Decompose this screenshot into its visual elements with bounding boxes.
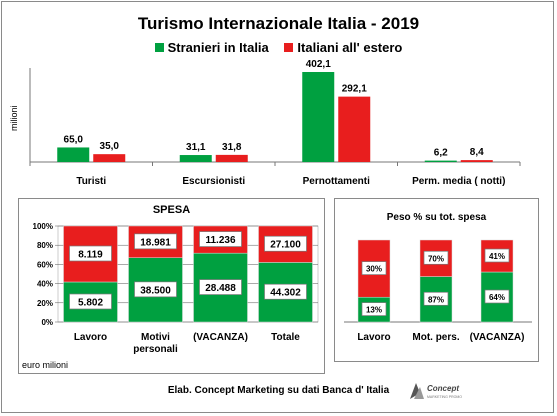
x-tick-label: Perm. media ( notti) — [412, 176, 505, 187]
data-label-box — [134, 281, 177, 298]
y-tick-label: 40% — [37, 280, 53, 289]
peso-title: Peso % su tot. spesa — [386, 212, 487, 223]
data-label: 5.802 — [78, 297, 103, 308]
data-label: 13% — [366, 306, 382, 315]
svg-text:MARKETING PROMOTIONS: MARKETING PROMOTIONS — [427, 395, 462, 399]
data-label-box — [69, 245, 112, 262]
bar — [57, 147, 90, 162]
data-label: 8.119 — [78, 249, 103, 260]
data-label: 8,4 — [470, 147, 484, 158]
x-tick-label: Escursionisti — [182, 176, 245, 187]
svg-text:Concept: Concept — [427, 384, 459, 393]
y-tick-label: 60% — [37, 260, 53, 269]
legend-swatch-red — [284, 43, 294, 52]
data-label-box — [199, 231, 242, 247]
data-label-box — [484, 248, 510, 263]
page-title: Turismo Internazionale Italia - 2019 — [137, 14, 420, 33]
data-label: 28.488 — [205, 283, 236, 294]
data-label: 292,1 — [342, 84, 367, 95]
y-tick-label: 20% — [37, 299, 53, 308]
bar — [338, 96, 371, 162]
legend-swatch-green — [154, 43, 164, 52]
data-label: 87% — [428, 295, 444, 304]
data-label: 38.500 — [140, 285, 171, 296]
spesa-stacked-chart: 0% 20% 40% 60% 80% 100% 5.802 8.119 Lavoro 38.500… — [22, 222, 319, 370]
x-tick-label: Totale — [271, 332, 300, 343]
spesa-title: SPESA — [152, 204, 191, 216]
data-label: 31,1 — [186, 142, 206, 153]
legend-label-stranieri: Stranieri in Italia — [167, 40, 269, 55]
data-label-box — [264, 283, 307, 300]
x-tick-label: Turisti — [76, 176, 106, 187]
data-label-box — [484, 289, 510, 304]
source-note: Elab. Concept Marketing su dati Banca d'… — [167, 385, 390, 396]
legend: Stranieri in Italia Italiani all' estero — [0, 40, 557, 55]
y-tick-label: 80% — [37, 241, 53, 250]
data-label: 35,0 — [100, 141, 120, 152]
data-label: 11.236 — [205, 235, 235, 246]
bar — [179, 155, 212, 162]
data-label: 27.100 — [270, 240, 301, 251]
data-label-box — [199, 279, 242, 295]
y-tick-label: 0% — [41, 318, 53, 327]
data-label-box — [361, 302, 387, 316]
x-tick-label: (VACANZA) — [193, 332, 248, 343]
data-label-box — [423, 291, 449, 306]
data-label: 6,2 — [434, 148, 448, 159]
y-unit-label: euro milioni — [22, 360, 68, 370]
x-tick-label: Lavoro — [74, 332, 107, 343]
data-label: 31,8 — [222, 142, 242, 153]
concept-logo: Concept MARKETING PROMOTIONS — [410, 383, 462, 399]
data-label: 41% — [489, 252, 505, 261]
data-label: 44.302 — [270, 288, 301, 299]
bar — [424, 160, 457, 162]
data-label: 65,0 — [64, 134, 84, 145]
y-tick-label: 100% — [33, 222, 53, 231]
data-label-box — [69, 293, 112, 310]
data-label: 402,1 — [306, 59, 331, 70]
x-tick-label: (VACANZA) — [470, 332, 525, 343]
x-tick-label: Motivi — [141, 332, 170, 343]
peso-stacked-chart: 13% 30% Lavoro 87% 70% Mot. pers. 64% 41% (VACAN… — [344, 239, 532, 343]
data-label: 70% — [428, 254, 444, 263]
bar — [460, 160, 493, 162]
data-label: 18.981 — [140, 237, 171, 248]
bar — [93, 154, 126, 162]
bar — [302, 72, 335, 162]
x-tick-label: Mot. pers. — [412, 332, 459, 343]
data-label: 64% — [489, 293, 505, 302]
top-bar-chart: milioni 65,0 35,0 Turisti 31,1 31,8 Escursioni… — [9, 59, 521, 187]
x-tick-label: Pernottamenti — [303, 176, 370, 187]
data-label-box — [361, 261, 387, 275]
x-tick-label: personali — [133, 344, 178, 355]
data-label-box — [423, 250, 449, 265]
data-label: 30% — [366, 265, 382, 274]
bar — [215, 154, 248, 162]
legend-item-stranieri: Stranieri in Italia — [154, 40, 269, 55]
y-axis-label: milioni — [9, 105, 19, 131]
legend-label-italiani: Italiani all' estero — [297, 40, 403, 55]
data-label-box — [134, 233, 177, 250]
legend-item-italiani: Italiani all' estero — [284, 40, 402, 55]
data-label-box — [264, 235, 307, 252]
x-tick-label: Lavoro — [357, 332, 390, 343]
